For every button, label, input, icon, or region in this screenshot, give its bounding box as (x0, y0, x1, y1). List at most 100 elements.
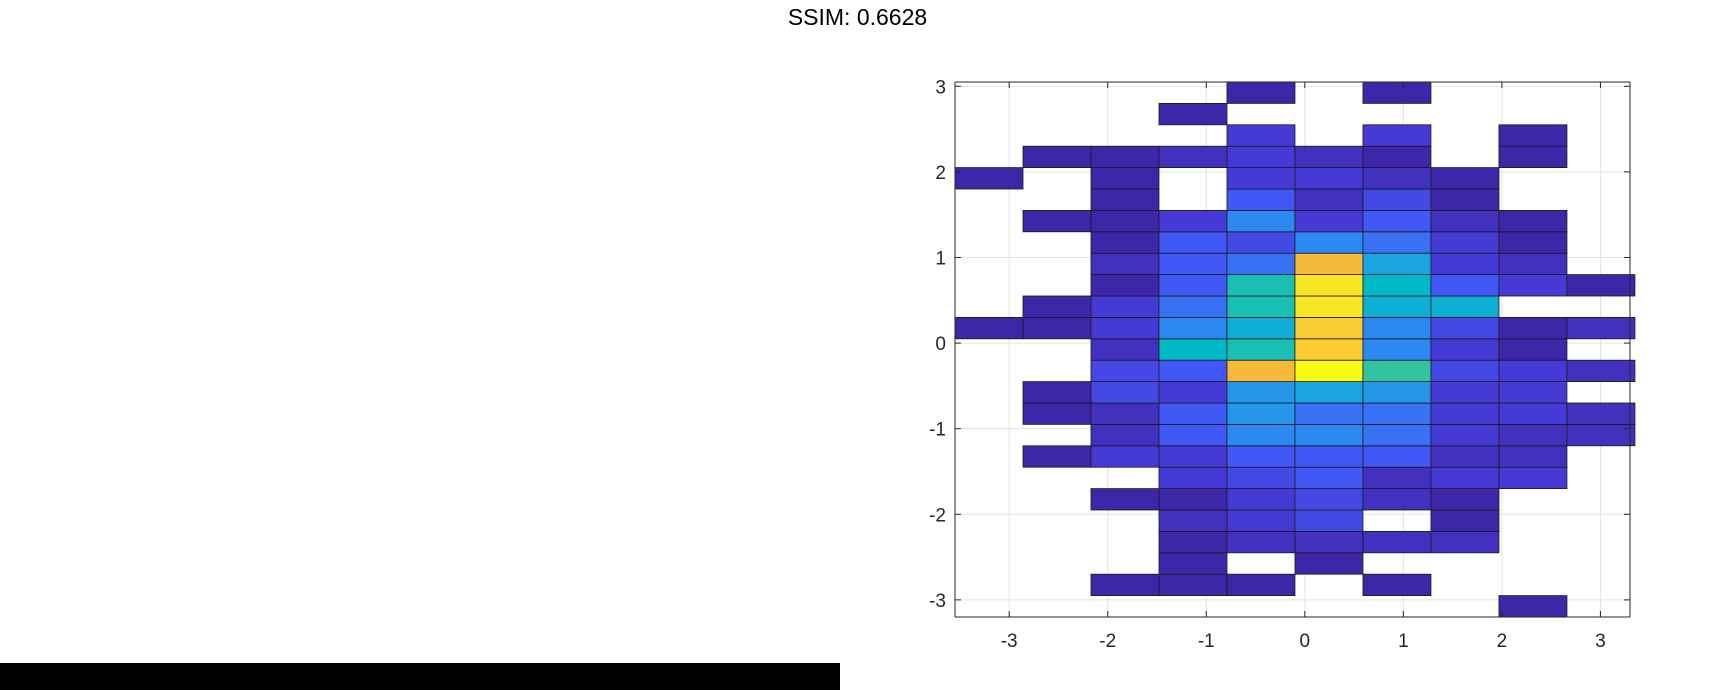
histogram-bin (1226, 509, 1296, 532)
histogram-bin (1090, 209, 1160, 233)
histogram-bin (1226, 359, 1296, 383)
histogram-bin (1226, 466, 1296, 490)
histogram-bin (1498, 209, 1568, 233)
histogram-bin (1294, 466, 1364, 490)
histogram-bin (1362, 531, 1432, 554)
histogram-bin (1362, 466, 1432, 490)
histogram-bin (1158, 145, 1228, 168)
histogram-bin (1362, 209, 1432, 233)
histogram-bin (1566, 274, 1636, 297)
histogram-bin (1022, 316, 1092, 340)
histogram-bin (1498, 124, 1568, 147)
histogram-bin (1226, 274, 1296, 297)
histogram-bin (1430, 531, 1500, 554)
histogram-bin (1362, 488, 1432, 511)
x-tick-labels: -3 -2 -1 0 1 2 3 (1001, 82, 1606, 652)
histogram-bin (1430, 274, 1500, 297)
histogram-bin (1158, 338, 1228, 361)
histogram-bin (1498, 145, 1568, 168)
histogram-bin (1226, 295, 1296, 318)
histogram-bin (1090, 274, 1160, 297)
histogram-bin (1226, 124, 1296, 147)
histogram-bin (1498, 402, 1568, 425)
histogram-bin (1430, 231, 1500, 254)
histogram-bins (954, 81, 1636, 618)
y-tick-label: -1 (929, 420, 946, 441)
histogram-bin (1022, 445, 1092, 468)
histogram-bin (1090, 231, 1160, 254)
histogram-bin (1362, 252, 1432, 275)
axes (954, 81, 1631, 618)
histogram-bin (1090, 402, 1160, 425)
histogram-bin (1430, 188, 1500, 211)
histogram-bin (1566, 423, 1636, 447)
y-tick-label: 0 (935, 334, 946, 355)
x-tick-label: -2 (1099, 631, 1116, 652)
histogram-bin (1294, 359, 1364, 383)
y-tick-label: 2 (935, 163, 946, 184)
histogram-bin (1226, 231, 1296, 254)
histogram-bin (1226, 167, 1296, 190)
histogram-bin (1294, 209, 1364, 233)
histogram-bin (1022, 209, 1092, 233)
histogram-bin (954, 316, 1024, 340)
histogram-bin (1430, 316, 1500, 340)
histogram-bin (1498, 316, 1568, 340)
histogram-bin (1294, 295, 1364, 318)
x-tick-label: -3 (1001, 631, 1018, 652)
histogram-bin (1158, 531, 1228, 554)
histogram-bin (1022, 402, 1092, 425)
x-tick-label: 2 (1497, 631, 1508, 652)
histogram-bin (1362, 124, 1432, 147)
histogram-bin (1226, 573, 1296, 597)
histogram-bin (1158, 295, 1228, 318)
histogram-bin (1362, 573, 1432, 597)
histogram-bin (1294, 531, 1364, 554)
histogram-bin (1294, 488, 1364, 511)
histogram-bin (1566, 402, 1636, 425)
histogram-bin (1022, 295, 1092, 318)
histogram-bin (1498, 359, 1568, 383)
histogram-bin (1226, 188, 1296, 211)
histogram-bin (1090, 145, 1160, 168)
black-bar (0, 663, 840, 690)
histogram-bin (1022, 381, 1092, 404)
histogram-bin (1362, 445, 1432, 468)
histogram-bin (1430, 381, 1500, 404)
histogram-bin (1226, 488, 1296, 511)
histogram-bin (1430, 402, 1500, 425)
histogram-bin (1226, 81, 1296, 104)
histogram-bin (1430, 338, 1500, 361)
chart-title: SSIM: 0.6628 (787, 4, 928, 30)
histogram-bin (1090, 381, 1160, 404)
histogram-bin (1430, 466, 1500, 490)
histogram-bin (1566, 316, 1636, 340)
histogram-bin (1362, 145, 1432, 168)
histogram-bin (1498, 595, 1568, 618)
histogram-bin (1362, 231, 1432, 254)
histogram-bin (1158, 359, 1228, 383)
histogram-bin (1158, 552, 1228, 575)
y-tick-label: 1 (935, 248, 946, 269)
histogram-bin (1158, 466, 1228, 490)
histogram-bin (1362, 423, 1432, 447)
histogram-bin (1294, 423, 1364, 447)
histogram-bin (1090, 423, 1160, 447)
y-tick-label: 3 (935, 77, 946, 98)
histogram-bin (1158, 509, 1228, 532)
histogram-bin (1498, 252, 1568, 275)
y-tick-label: -2 (929, 505, 946, 526)
histogram-bin (1362, 381, 1432, 404)
histogram-bin (1158, 274, 1228, 297)
histogram-bin (1294, 274, 1364, 297)
x-tick-label: 3 (1595, 631, 1606, 652)
histogram-bin (1090, 488, 1160, 511)
histogram-bin (1294, 188, 1364, 211)
histogram-bin (1498, 274, 1568, 297)
histogram-bin (1226, 381, 1296, 404)
histogram-bin (1294, 381, 1364, 404)
histogram-bin (1362, 316, 1432, 340)
histogram-bin (1430, 488, 1500, 511)
histogram-bin (1430, 423, 1500, 447)
histogram-bin (1294, 252, 1364, 275)
